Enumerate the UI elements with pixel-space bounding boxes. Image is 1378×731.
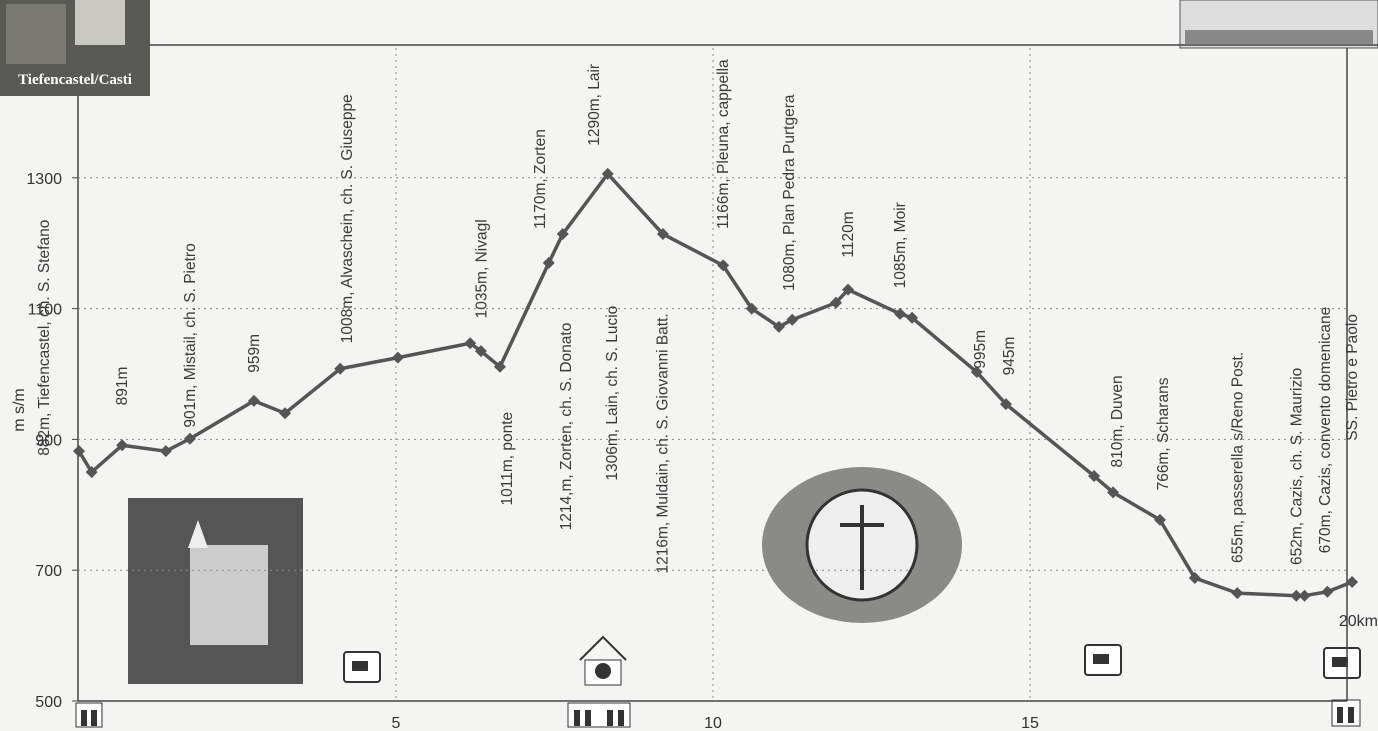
- point-annotation: SS. Pietro e Paolo: [1344, 314, 1361, 441]
- icon-cafe: [1323, 647, 1361, 679]
- point: [464, 337, 477, 350]
- y-tick-label: 700: [35, 563, 62, 580]
- point: [159, 445, 172, 458]
- x-tick-label: 15: [1021, 715, 1039, 731]
- point: [1298, 589, 1311, 602]
- photo-detail: [1185, 30, 1373, 44]
- point: [73, 445, 85, 458]
- point: [786, 313, 799, 326]
- point: [894, 307, 907, 320]
- photo-detail: [6, 4, 66, 64]
- point-annotation: 901m, Mistail, ch. S. Pietro: [182, 243, 199, 427]
- point: [745, 302, 758, 315]
- point-annotation: 1085m, Moir: [892, 202, 909, 288]
- point: [906, 311, 919, 324]
- x-tick-label: 5: [392, 715, 401, 731]
- point-annotation: 1035m, Nivagl: [474, 219, 491, 318]
- point: [334, 362, 347, 375]
- point: [279, 407, 292, 420]
- point-annotation: 766m, Scharans: [1155, 377, 1172, 490]
- point-annotation: 945m: [1001, 337, 1018, 376]
- point: [1321, 585, 1334, 598]
- point: [717, 259, 730, 272]
- point: [542, 256, 555, 269]
- point: [1188, 572, 1201, 585]
- point-annotation: 1080m, Plan Pedra Purtgera: [781, 94, 798, 291]
- icon-toilets: [75, 702, 103, 728]
- point: [842, 283, 855, 296]
- photo-detail: [190, 545, 268, 645]
- icon-toilets: [567, 702, 631, 728]
- point-annotation: 1216m, Muldain, ch. S. Giovanni Batt.: [654, 313, 671, 573]
- y-tick-label: 900: [35, 432, 62, 449]
- point-annotation: 655m, passerella s/Reno Post.: [1229, 352, 1246, 563]
- x-tick-label: 10: [704, 715, 722, 731]
- point: [1346, 575, 1359, 588]
- point: [999, 398, 1012, 411]
- point-annotation: 1011m, ponte: [499, 412, 516, 506]
- point: [474, 345, 487, 358]
- point: [247, 394, 260, 407]
- point-annotation: 1214,m, Zorten, ch. S. Donato: [558, 323, 575, 531]
- point: [829, 296, 842, 309]
- y-axis-label: m s/m: [11, 388, 28, 432]
- point: [1231, 587, 1244, 600]
- point-annotation: 1008m, Alvaschein, ch. S. Giuseppe: [339, 94, 356, 343]
- point: [556, 228, 569, 241]
- y-tick-label: 1100: [28, 302, 63, 319]
- point: [493, 360, 506, 373]
- point: [656, 228, 669, 241]
- point-annotation: 995m: [972, 330, 989, 369]
- point-annotation: 1306m, Lain, ch. S. Lucio: [604, 306, 621, 481]
- icon-restaurant: [579, 635, 627, 686]
- point-annotation: 652m, Cazis, ch. S. Maurizio: [1288, 368, 1305, 565]
- point: [1088, 470, 1101, 483]
- point: [970, 366, 983, 379]
- y-tick-label: 1300: [26, 171, 62, 188]
- y-tick-label: 500: [35, 694, 62, 711]
- point: [601, 167, 614, 180]
- point-annotation: 891m: [114, 367, 131, 406]
- icon-toilets: [1331, 699, 1361, 727]
- point: [1107, 486, 1120, 499]
- point-annotation: 959m: [246, 334, 263, 373]
- point-annotation: 1120m: [840, 211, 857, 257]
- point: [1153, 513, 1166, 526]
- point-annotation: 1166m, Pleuna, cappella: [715, 59, 732, 229]
- point: [183, 432, 196, 445]
- point: [85, 466, 98, 479]
- photo-caption: Tiefencastel/Casti: [18, 72, 132, 88]
- photo-detail: [75, 0, 125, 45]
- x-end-label: 20km: [1339, 613, 1378, 630]
- point: [1290, 589, 1303, 602]
- point-annotation: 670m, Cazis, convento domenicane: [1317, 307, 1334, 553]
- point: [116, 439, 129, 452]
- point: [391, 351, 404, 364]
- point-annotation: 810m, Duven: [1109, 375, 1126, 467]
- photo-detail: [188, 520, 208, 548]
- icon-cafe: [343, 651, 381, 683]
- icon-cafe: [1084, 644, 1122, 676]
- point-annotation: 882m, Tiefencastel, ch. S. Stefano: [36, 220, 53, 456]
- point: [772, 320, 785, 333]
- point-annotation: 1170m, Zorten: [532, 129, 549, 229]
- point-annotation: 1290m, Lair: [586, 64, 603, 146]
